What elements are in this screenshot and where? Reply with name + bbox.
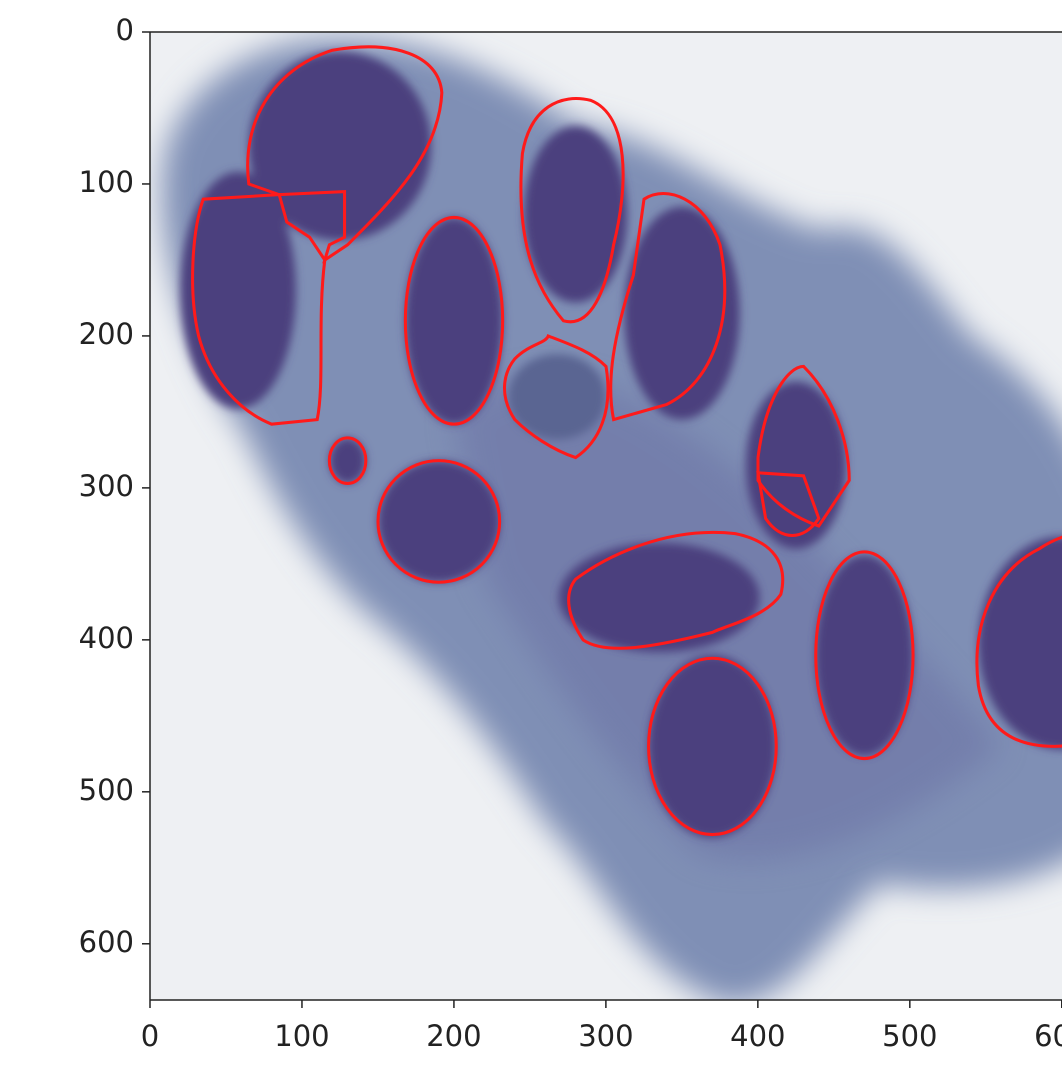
image xyxy=(150,32,1062,1000)
y-tick-label: 500 xyxy=(79,773,134,807)
x-tick-label: 100 xyxy=(274,1019,329,1053)
y-tick-label: 400 xyxy=(79,621,134,655)
y-tick-label: 600 xyxy=(79,925,134,959)
x-tick-label: 200 xyxy=(426,1019,481,1053)
x-tick-label: 500 xyxy=(882,1019,937,1053)
y-tick-label: 0 xyxy=(116,13,134,47)
x-tick-label: 0 xyxy=(141,1019,159,1053)
y-tick-label: 300 xyxy=(79,469,134,503)
x-tick-label: 300 xyxy=(578,1019,633,1053)
x-tick-label: 400 xyxy=(730,1019,785,1053)
x-tick-label: 600 xyxy=(1034,1019,1062,1053)
y-tick-label: 100 xyxy=(79,165,134,199)
y-tick-label: 200 xyxy=(79,317,134,351)
